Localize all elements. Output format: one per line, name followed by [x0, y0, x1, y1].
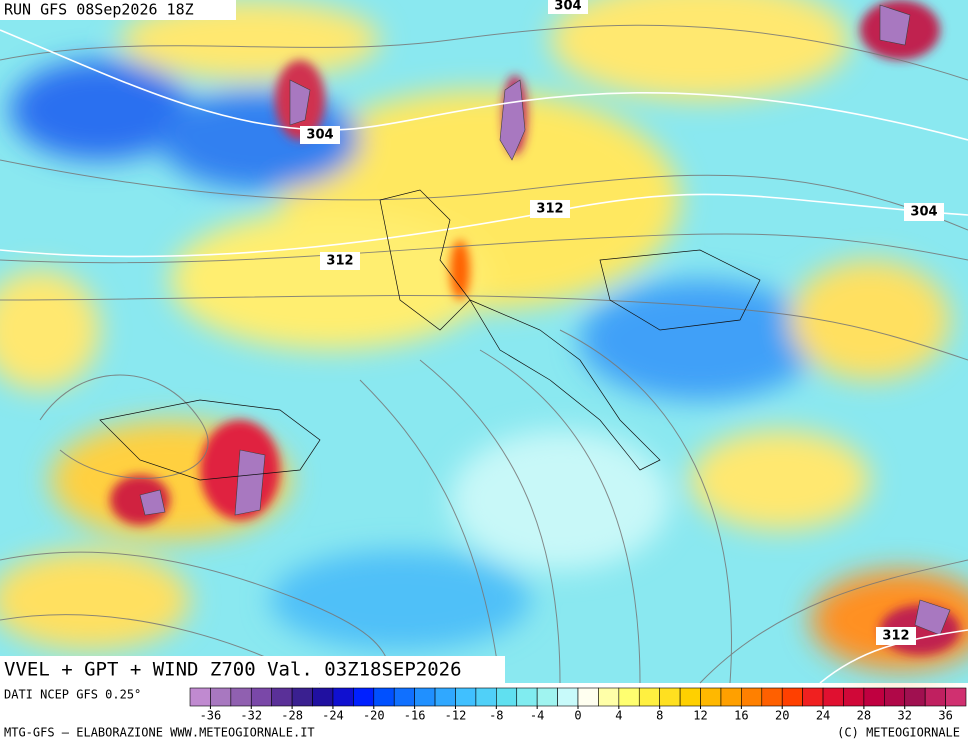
tick-label: 12 [693, 709, 707, 723]
tick-label: -12 [445, 709, 467, 723]
contour-label: 312 [326, 254, 353, 269]
color-box [475, 687, 497, 707]
tick-label: -32 [240, 709, 262, 723]
color-box [189, 687, 211, 707]
title-bg [0, 656, 505, 683]
color-box [802, 687, 824, 707]
color-box [434, 687, 456, 707]
contour-label-bg [548, 0, 588, 14]
color-box [761, 687, 783, 707]
color-box [516, 687, 538, 707]
tick-label: -36 [200, 709, 222, 723]
tick-label: 32 [898, 709, 912, 723]
tick-label: -8 [489, 709, 503, 723]
tick-label: -24 [322, 709, 344, 723]
run-label: RUN GFS 08Sep2026 18Z [4, 1, 194, 19]
color-box [557, 687, 579, 707]
source-label: DATI NCEP GFS 0.25° [4, 688, 141, 702]
color-box [863, 687, 885, 707]
color-box [414, 687, 436, 707]
header-bg [0, 0, 236, 20]
color-box [598, 687, 620, 707]
color-box [496, 687, 518, 707]
color-box [250, 687, 272, 707]
color-box [271, 687, 293, 707]
tick-label: 20 [775, 709, 789, 723]
contour-label: 312 [882, 629, 909, 644]
color-box [393, 687, 415, 707]
tick-label: 36 [938, 709, 952, 723]
color-box [638, 687, 660, 707]
color-box [884, 687, 906, 707]
color-box [843, 687, 865, 707]
tick-label: 24 [816, 709, 830, 723]
tick-label: 0 [574, 709, 581, 723]
color-box [659, 687, 681, 707]
color-box [618, 687, 640, 707]
color-box [230, 687, 252, 707]
color-box [332, 687, 354, 707]
contour-label-bg [530, 200, 570, 218]
color-box [353, 687, 375, 707]
tick-label: -16 [404, 709, 426, 723]
contour-labels: 304 304 304 312 312 312 [300, 0, 944, 645]
contour-label: 304 [306, 128, 333, 143]
contour-label-bg [904, 203, 944, 221]
color-box [210, 687, 232, 707]
color-box [945, 687, 967, 707]
color-box [373, 687, 395, 707]
tick-label: -20 [363, 709, 385, 723]
contour-label-bg [876, 627, 916, 645]
tick-label: 28 [857, 709, 871, 723]
contour-label: 304 [554, 0, 581, 14]
map-field [0, 0, 968, 684]
color-box [312, 687, 334, 707]
color-box [536, 687, 558, 707]
map-title: VVEL + GPT + WIND Z700 Val. 03Z18SEP2026 [4, 659, 462, 681]
color-box [924, 687, 946, 707]
tick-label: 8 [656, 709, 663, 723]
tick-label: -4 [530, 709, 544, 723]
color-box [781, 687, 803, 707]
tick-label: -28 [281, 709, 303, 723]
copyright-label: (C) METEOGIORNALE [837, 726, 960, 740]
color-box [455, 687, 477, 707]
contour-label: 304 [910, 205, 937, 220]
color-box [700, 687, 722, 707]
color-box [679, 687, 701, 707]
color-box [822, 687, 844, 707]
contour-label: 312 [536, 202, 563, 217]
credit-label: MTG-GFS — ELABORAZIONE WWW.METEOGIORNALE… [4, 726, 315, 740]
color-box [291, 687, 313, 707]
color-box [904, 687, 926, 707]
color-box [741, 687, 763, 707]
tick-label: 4 [615, 709, 622, 723]
color-box [720, 687, 742, 707]
tick-label: 16 [734, 709, 748, 723]
color-box [577, 687, 599, 707]
colorbar: -36 -32 -28 -24 -20 -16 -12 -8 -4 0 4 8 12 16 20 24 28 32… [189, 687, 967, 723]
contour-label-bg [300, 126, 340, 144]
contour-label-bg [320, 252, 360, 270]
